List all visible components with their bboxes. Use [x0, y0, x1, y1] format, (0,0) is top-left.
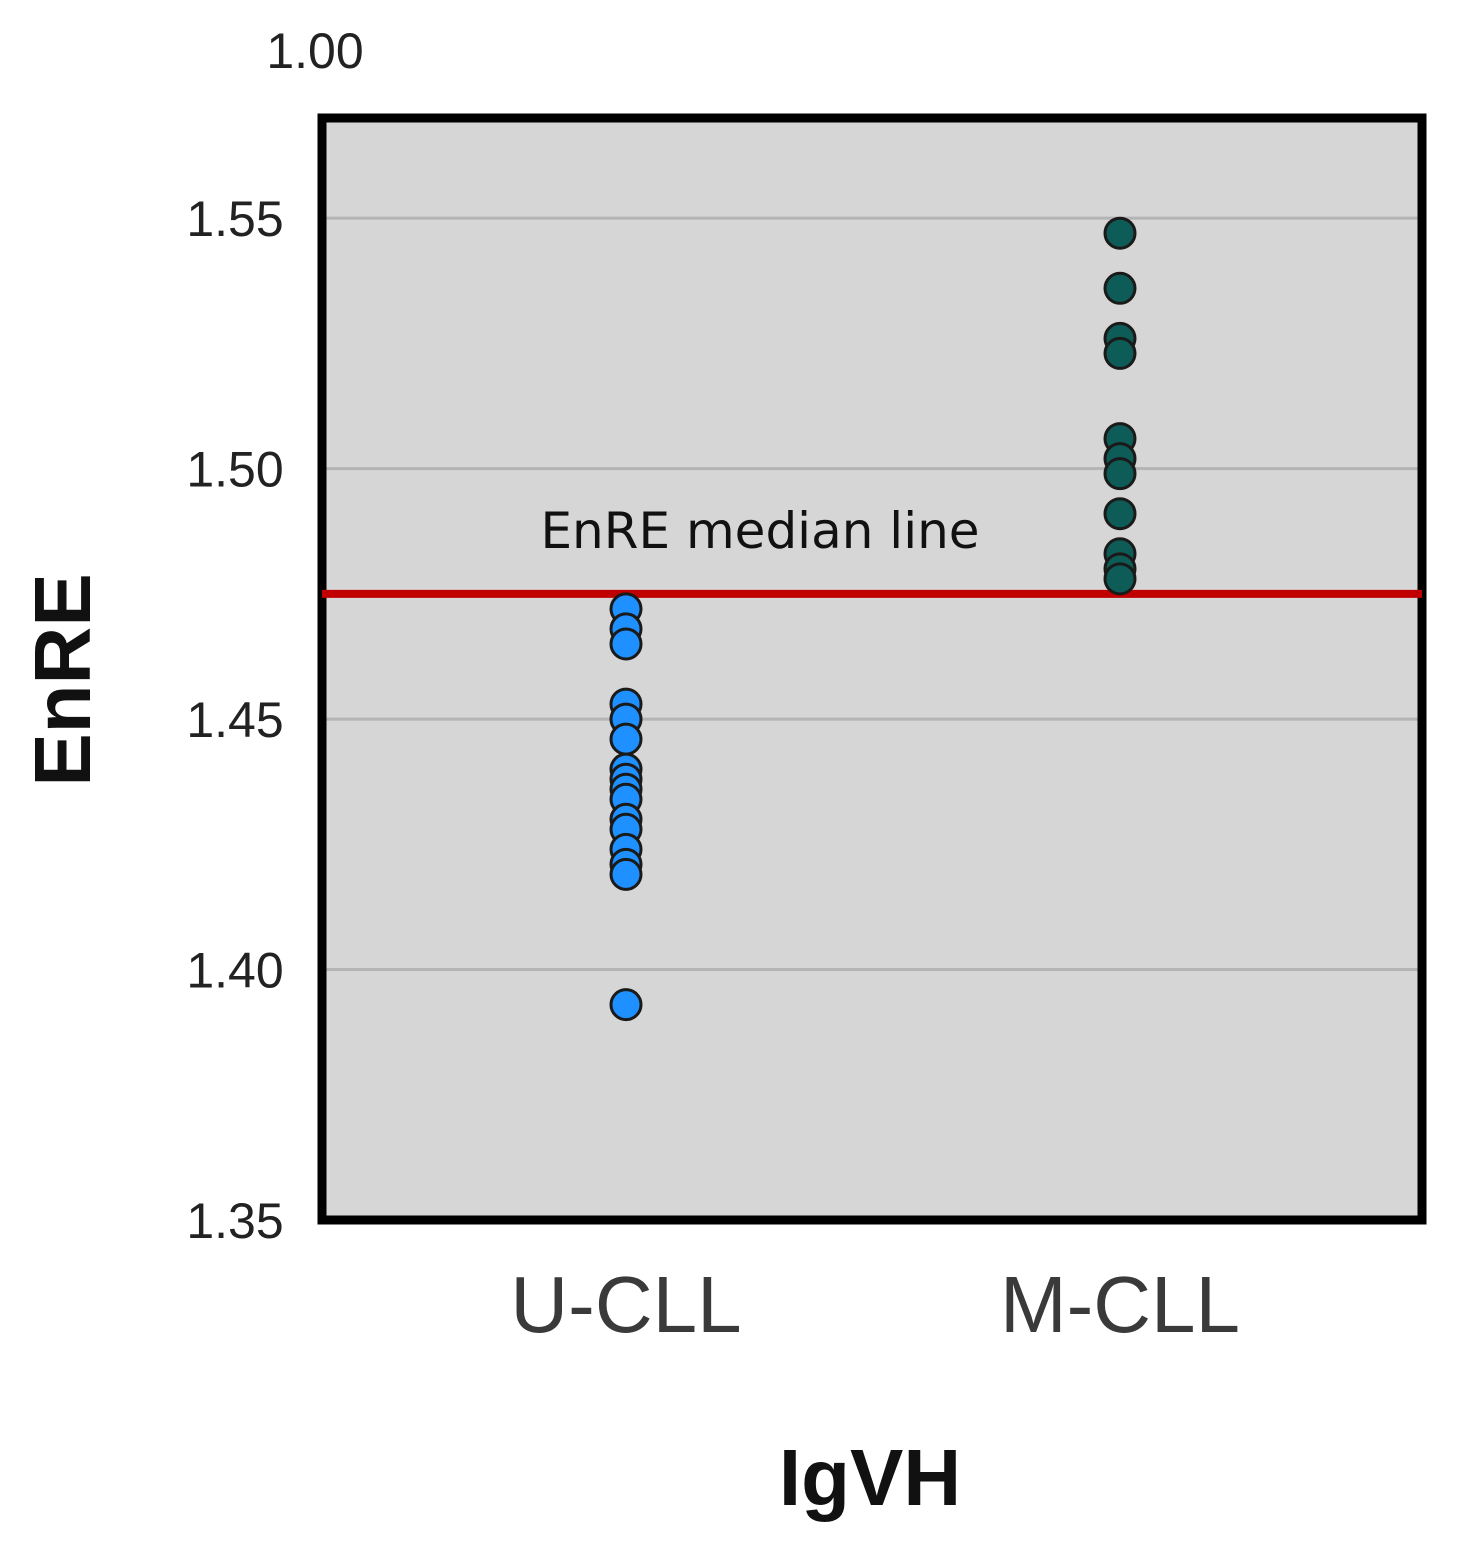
gridlines: [322, 216, 1422, 972]
x-category-labels: U-CLL M-CLL: [510, 1260, 1240, 1349]
top-tick-label: 1.00: [266, 23, 363, 79]
y-axis-title: EnRE: [18, 573, 107, 786]
data-point-u-cll: [609, 722, 643, 756]
data-point-m-cll: [1103, 457, 1137, 491]
y-tick-label: 1.45: [186, 692, 283, 748]
y-tick-label: 1.50: [186, 442, 283, 498]
data-point-u-cll: [609, 627, 643, 661]
median-line-label: EnRE median line: [540, 502, 979, 560]
x-category-label: U-CLL: [510, 1260, 741, 1349]
y-tick-label: 1.55: [186, 191, 283, 247]
y-tick-label: 1.35: [186, 1193, 283, 1249]
x-category-label: M-CLL: [1000, 1260, 1240, 1349]
data-point-m-cll: [1103, 562, 1137, 596]
median-line-group: EnRE median line: [322, 502, 1422, 598]
data-point-m-cll: [1103, 216, 1137, 250]
plot-frame: [317, 113, 1427, 1225]
y-tick-label: 1.40: [186, 943, 283, 999]
data-point-m-cll: [1103, 497, 1137, 531]
data-point-m-cll: [1103, 271, 1137, 305]
data-point-m-cll: [1103, 336, 1137, 370]
data-points: [609, 216, 1137, 1022]
plot-area: [322, 118, 1422, 1220]
data-point-u-cll: [609, 857, 643, 891]
x-axis-title: IgVH: [779, 1433, 961, 1522]
data-point-u-cll: [609, 988, 643, 1022]
y-tick-labels: 1.35 1.40 1.45 1.50 1.55: [186, 191, 283, 1249]
